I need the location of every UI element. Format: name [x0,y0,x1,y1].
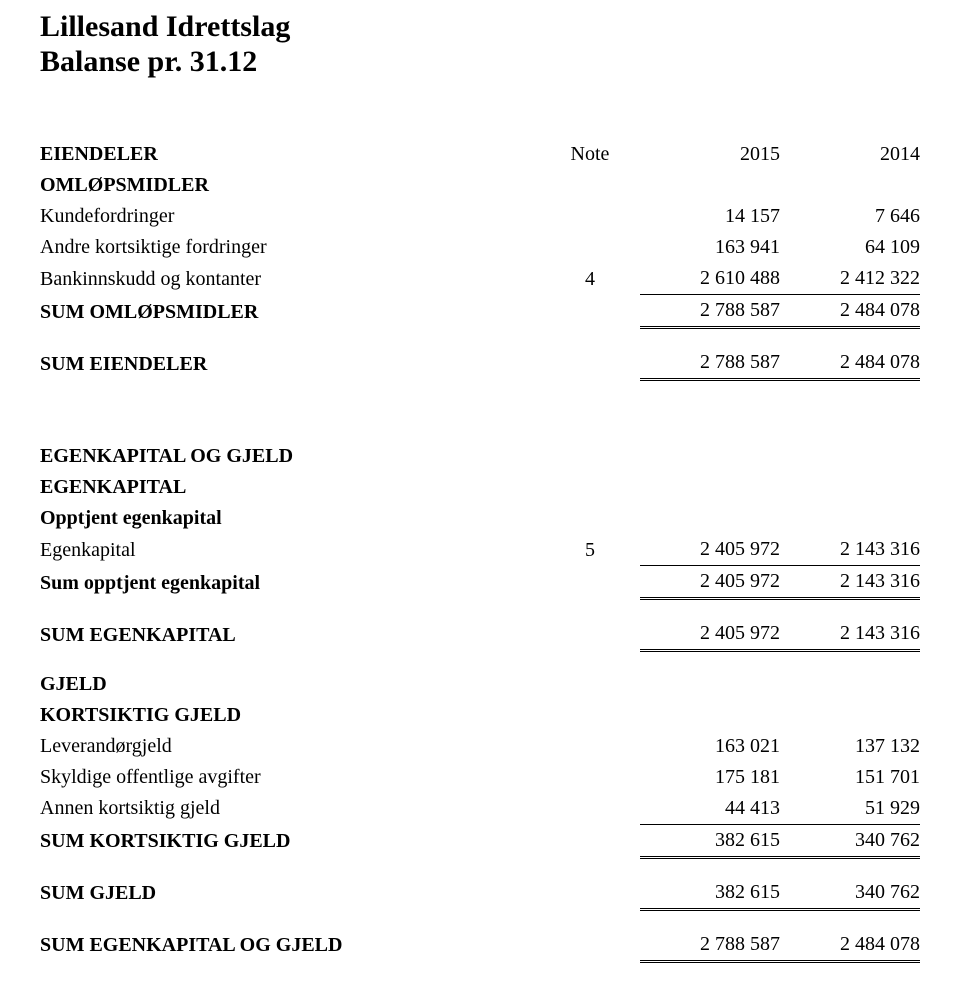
row-label: Skyldige offentlige avgifter [40,762,540,793]
row-amount-y1: 175 181 [640,762,780,793]
year-1-heading: 2015 [640,139,780,170]
sum-amount-y1: 2 405 972 [640,599,780,651]
row-note: 5 [540,534,640,566]
row-amount-y1: 163 021 [640,731,780,762]
sum-omlops: SUM OMLØPSMIDLER 2 788 587 2 484 078 [40,295,920,328]
balance-table: EIENDELER Note 2015 2014 OMLØPSMIDLER Ku… [40,139,920,381]
sum-amount-y2: 2 484 078 [780,909,920,961]
row-label: Bankinnskudd og kontanter [40,263,540,295]
sum-amount-y2: 2 484 078 [780,295,920,328]
sum-gjeld: SUM GJELD 382 615 340 762 [40,857,920,909]
sum-amount-y1: 382 615 [640,857,780,909]
row-label: Annen kortsiktig gjeld [40,793,540,825]
row-label: Kundefordringer [40,201,540,232]
sum-amount-y2: 340 762 [780,824,920,857]
sum-amount-y2: 2 143 316 [780,599,920,651]
sum-amount-y1: 2 788 587 [640,328,780,380]
sum-amount-y1: 2 405 972 [640,566,780,599]
row-amount-y1: 44 413 [640,793,780,825]
sum-opptjent: Sum opptjent egenkapital 2 405 972 2 143… [40,566,920,599]
row-amount-y1: 14 157 [640,201,780,232]
sum-label: Sum opptjent egenkapital [40,566,540,599]
row-amount-y2: 151 701 [780,762,920,793]
year-2-heading: 2014 [780,139,920,170]
row-amount-y2: 64 109 [780,232,920,263]
ek-heading: EGENKAPITAL [40,472,540,503]
sum-label: SUM KORTSIKTIG GJELD [40,824,540,857]
table-row: Kundefordringer 14 157 7 646 [40,201,920,232]
table-row: Andre kortsiktige fordringer 163 941 64 … [40,232,920,263]
table-row: Bankinnskudd og kontanter 4 2 610 488 2 … [40,263,920,295]
sum-label: SUM EGENKAPITAL [40,599,540,651]
row-label: Egenkapital [40,534,540,566]
table-row: Annen kortsiktig gjeld 44 413 51 929 [40,793,920,825]
row-note [540,201,640,232]
row-note: 4 [540,263,640,295]
sum-ek-og-gjeld: SUM EGENKAPITAL OG GJELD 2 788 587 2 484… [40,909,920,961]
row-amount-y1: 2 405 972 [640,534,780,566]
title-line-1: Lillesand Idrettslag [40,10,920,45]
opptjent-heading: Opptjent egenkapital [40,503,540,534]
equity-liab-table: EGENKAPITAL OG GJELD EGENKAPITAL Opptjen… [40,441,920,963]
note-heading: Note [540,139,640,170]
assets-heading: EIENDELER [40,139,540,170]
row-amount-y2: 2 143 316 [780,534,920,566]
sum-amount-y2: 340 762 [780,857,920,909]
sum-amount-y1: 2 788 587 [640,909,780,961]
sum-amount-y1: 2 788 587 [640,295,780,328]
gjeld-heading: GJELD [40,651,540,700]
row-amount-y2: 137 132 [780,731,920,762]
sum-amount-y2: 2 484 078 [780,328,920,380]
row-label: Andre kortsiktige fordringer [40,232,540,263]
omlops-heading: OMLØPSMIDLER [40,170,540,201]
sum-eiendeler: SUM EIENDELER 2 788 587 2 484 078 [40,328,920,380]
sum-label: SUM EGENKAPITAL OG GJELD [40,909,540,961]
sum-egenkapital: SUM EGENKAPITAL 2 405 972 2 143 316 [40,599,920,651]
row-note [540,232,640,263]
row-amount-y1: 163 941 [640,232,780,263]
sum-label: SUM EIENDELER [40,328,540,380]
sum-label: SUM OMLØPSMIDLER [40,295,540,328]
table-row: Skyldige offentlige avgifter 175 181 151… [40,762,920,793]
row-amount-y2: 2 412 322 [780,263,920,295]
table-row: Leverandørgjeld 163 021 137 132 [40,731,920,762]
ekgjeld-heading: EGENKAPITAL OG GJELD [40,441,540,472]
sum-amount-y2: 2 143 316 [780,566,920,599]
sum-label: SUM GJELD [40,857,540,909]
title-line-2: Balanse pr. 31.12 [40,45,920,80]
row-amount-y2: 7 646 [780,201,920,232]
sum-kortsiktig-gjeld: SUM KORTSIKTIG GJELD 382 615 340 762 [40,824,920,857]
kortsiktig-heading: KORTSIKTIG GJELD [40,700,540,731]
table-row: Egenkapital 5 2 405 972 2 143 316 [40,534,920,566]
row-label: Leverandørgjeld [40,731,540,762]
row-amount-y1: 2 610 488 [640,263,780,295]
row-amount-y2: 51 929 [780,793,920,825]
sum-amount-y1: 382 615 [640,824,780,857]
